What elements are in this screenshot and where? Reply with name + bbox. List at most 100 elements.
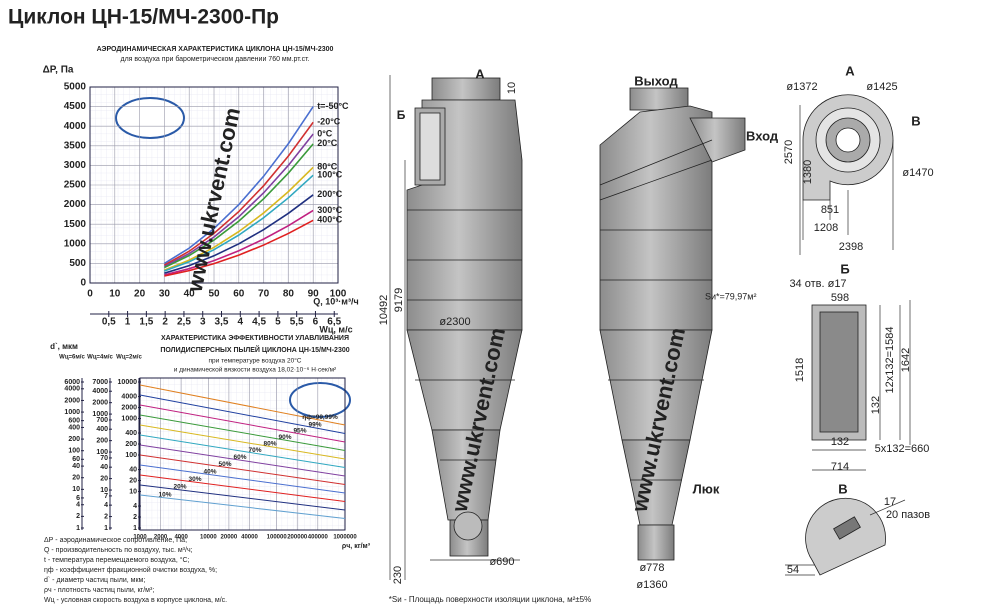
x-tick-label: 90 <box>308 289 320 300</box>
x-tick-label: 50 <box>208 289 220 300</box>
x-tick-label: 1000000 <box>333 535 357 541</box>
y-tick-label: 20 <box>100 475 108 482</box>
y-tick-label: 4000 <box>64 386 80 393</box>
dimension-label: А <box>845 63 855 78</box>
efficiency-line <box>139 474 346 502</box>
chart-note: и динамической вязкости воздуха 18,02·10… <box>174 366 337 374</box>
x-tick-label: 2000 <box>154 535 168 541</box>
legend-line: Q - производительность по воздуху, тыс. … <box>44 547 193 554</box>
dimension-label: В <box>838 481 847 496</box>
dimension-label: В <box>911 113 920 128</box>
chart-title: ХАРАКТЕРИСТИКА ЭФФЕКТИВНОСТИ УЛАВЛИВАНИЯ <box>161 335 349 342</box>
dimension-label: 10492 <box>378 295 390 326</box>
dimension-label: 2398 <box>839 241 863 253</box>
x-tick-label: 10000 <box>200 535 217 541</box>
y-tick-label: 500 <box>69 258 86 269</box>
column-label: Wц=6м/с <box>59 355 85 361</box>
curve-label: 100°C <box>317 170 343 180</box>
dimension-label: 34 отв. ø17 <box>789 278 846 290</box>
y-tick-label: 400 <box>68 424 80 431</box>
dimension-label: 2570 <box>783 140 795 164</box>
x2-tick-label: 0,5 <box>102 317 116 328</box>
x-tick-label: 20000 <box>221 535 238 541</box>
chart-title: ПОЛИДИСПЕРСНЫХ ПЫЛЕЙ ЦИКЛОНА ЦН-15/МЧ-23… <box>160 345 349 354</box>
curve <box>164 121 314 266</box>
curve <box>164 166 314 271</box>
y-tick-label: 10 <box>100 487 108 494</box>
x2-tick-label: 6,5 <box>327 317 341 328</box>
efficiency-label: 40% <box>203 468 216 475</box>
y-tick-label: 60 <box>72 456 80 463</box>
curve-label: 200°C <box>317 189 343 199</box>
legend-line: Wц - условная скорость воздуха в корпусе… <box>44 597 227 604</box>
dimension-label: 12x132=1584 <box>884 327 896 394</box>
y-tick-label: 100 <box>96 449 108 456</box>
y-tick-label: 4000 <box>64 121 87 132</box>
x-tick-label: 100000 <box>267 535 288 541</box>
x-tick-label: 70 <box>258 289 270 300</box>
y-tick-label: 2000 <box>92 400 108 407</box>
dimension-label: 598 <box>831 292 849 304</box>
curve-label: 400°C <box>317 215 343 225</box>
logo <box>115 97 185 139</box>
legend-line: t - температура перемещаемого воздуха, °… <box>44 556 190 564</box>
x2-tick-label: 2,5 <box>177 317 191 328</box>
side-cyclone <box>599 87 746 561</box>
x2-tick-label: 5,5 <box>290 317 304 328</box>
dimension-label: 1518 <box>794 358 806 382</box>
view-a <box>799 94 894 255</box>
y-tick-label: 400 <box>96 426 108 433</box>
x-tick-label: 30 <box>159 289 171 300</box>
x-tick-label: 0 <box>87 289 93 300</box>
y-tick-label: 4000 <box>92 388 108 395</box>
efficiency-line <box>139 394 346 434</box>
dimension-label: 1642 <box>900 348 912 372</box>
logo <box>289 382 351 418</box>
efficiency-line <box>139 444 346 477</box>
efficiency-line <box>139 454 346 485</box>
curve-label: 300°C <box>317 205 343 215</box>
y-tick-label: 20 <box>129 477 137 484</box>
efficiency-line <box>139 384 346 426</box>
efficiency-line <box>139 494 346 519</box>
curve <box>164 143 314 269</box>
efficiency-label: 80% <box>263 440 276 447</box>
plot-frame <box>139 377 346 531</box>
y-tick-label: 4000 <box>121 393 137 400</box>
dimension-label: Sи*=79,97м² <box>705 291 757 301</box>
y-tick-label: 1000 <box>64 238 87 249</box>
efficiency-label: 30% <box>188 476 201 483</box>
y-tick-label: 600 <box>68 417 80 424</box>
page-title: Циклон ЦН-15/МЧ-2300-Пр <box>8 6 279 29</box>
dimension-label: Вход <box>746 128 779 143</box>
x2-tick-label: 4 <box>238 317 244 328</box>
efficiency-label: 60% <box>233 454 246 461</box>
dimension-label: 1380 <box>802 160 814 184</box>
dimension-label: 17 <box>884 496 896 508</box>
dimension-label: 9179 <box>393 288 405 312</box>
dimension-label: 230 <box>392 566 404 584</box>
x-tick-label: 40000 <box>241 535 258 541</box>
dimension-label: А <box>475 66 485 81</box>
dimension-label: ø1360 <box>636 579 667 591</box>
x-tick-label: 80 <box>283 289 295 300</box>
chart-subtitle: для воздуха при барометрическом давлении… <box>121 55 310 63</box>
curve-label: t=-50°C <box>317 101 349 111</box>
x2-tick-label: 1 <box>125 317 131 328</box>
y-tick-label: 200 <box>96 437 108 444</box>
dimension-label: Выход <box>634 73 678 88</box>
y-tick-label: 3500 <box>64 140 87 151</box>
efficiency-line <box>139 424 346 460</box>
y-tick-label: 70 <box>100 455 108 462</box>
curve <box>164 194 314 274</box>
y-tick-label: 40 <box>100 464 108 471</box>
efficiency-line <box>139 484 346 511</box>
efficiency-line <box>139 414 346 451</box>
y-tick-label: 0 <box>80 278 86 289</box>
axis-label: d`, мкм <box>50 342 78 351</box>
dimension-label: 20 пазов <box>886 509 930 521</box>
dimension-label: Б <box>397 108 406 122</box>
dimension-label: Б <box>840 261 849 276</box>
x-tick-label: 60 <box>233 289 245 300</box>
dimension-label: 1208 <box>814 222 838 234</box>
